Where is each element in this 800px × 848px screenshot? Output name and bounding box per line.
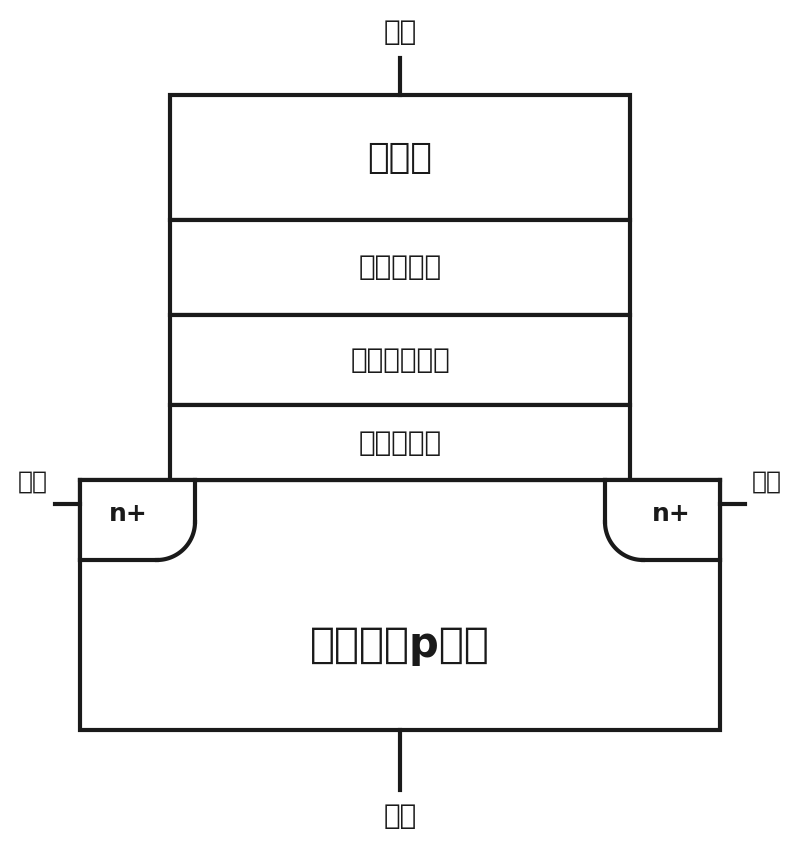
Text: 顶层介质层: 顶层介质层	[358, 254, 442, 282]
Bar	[170, 95, 630, 220]
Text: n+: n+	[652, 502, 691, 526]
Bar	[80, 480, 720, 730]
Text: 源极: 源极	[18, 470, 48, 494]
Text: 光电子存储层: 光电子存储层	[350, 346, 450, 374]
Text: 漏极: 漏极	[752, 470, 782, 494]
Text: 衯底: 衯底	[383, 802, 417, 830]
Text: 半导体（p型）: 半导体（p型）	[310, 624, 490, 666]
Text: 控制栅: 控制栅	[367, 141, 433, 175]
Polygon shape	[80, 480, 195, 560]
Text: n+: n+	[109, 502, 148, 526]
Polygon shape	[605, 480, 720, 560]
Bar	[170, 405, 630, 480]
Text: 栅极: 栅极	[383, 18, 417, 46]
Bar	[170, 220, 630, 315]
Bar	[170, 315, 630, 405]
Text: 底层介质层: 底层介质层	[358, 428, 442, 456]
